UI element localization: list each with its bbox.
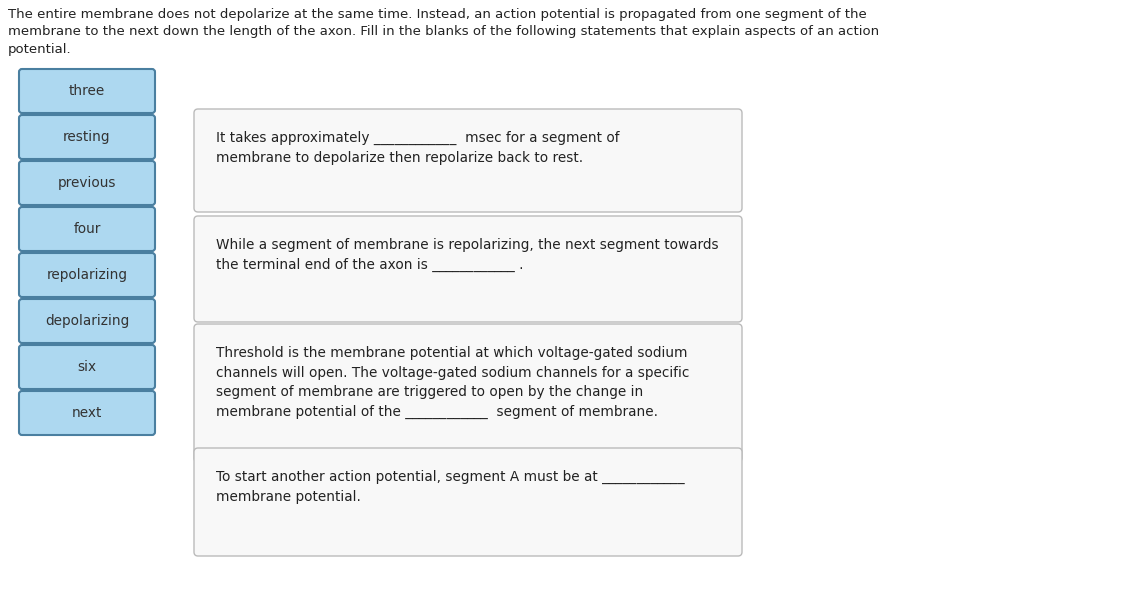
Text: The entire membrane does not depolarize at the same time. Instead, an action pot: The entire membrane does not depolarize …: [8, 8, 879, 56]
FancyBboxPatch shape: [194, 216, 741, 322]
Text: four: four: [73, 222, 101, 236]
FancyBboxPatch shape: [19, 69, 155, 113]
FancyBboxPatch shape: [19, 115, 155, 159]
FancyBboxPatch shape: [19, 391, 155, 435]
FancyBboxPatch shape: [19, 299, 155, 343]
Text: To start another action potential, segment A must be at ____________
membrane po: To start another action potential, segme…: [215, 470, 684, 504]
Text: six: six: [78, 360, 96, 374]
FancyBboxPatch shape: [194, 109, 741, 212]
FancyBboxPatch shape: [19, 207, 155, 251]
Text: resting: resting: [63, 130, 111, 144]
Text: While a segment of membrane is repolarizing, the next segment towards
the termin: While a segment of membrane is repolariz…: [215, 238, 719, 272]
Text: three: three: [69, 84, 105, 98]
FancyBboxPatch shape: [19, 345, 155, 389]
FancyBboxPatch shape: [194, 448, 741, 556]
Text: previous: previous: [57, 176, 116, 190]
Text: repolarizing: repolarizing: [47, 268, 127, 282]
Text: depolarizing: depolarizing: [45, 314, 129, 328]
FancyBboxPatch shape: [194, 324, 741, 462]
FancyBboxPatch shape: [19, 161, 155, 205]
FancyBboxPatch shape: [19, 253, 155, 297]
Text: Threshold is the membrane potential at which voltage-gated sodium
channels will : Threshold is the membrane potential at w…: [215, 346, 690, 418]
Text: It takes approximately ____________  msec for a segment of
membrane to depolariz: It takes approximately ____________ msec…: [215, 131, 620, 164]
Text: next: next: [72, 406, 102, 420]
